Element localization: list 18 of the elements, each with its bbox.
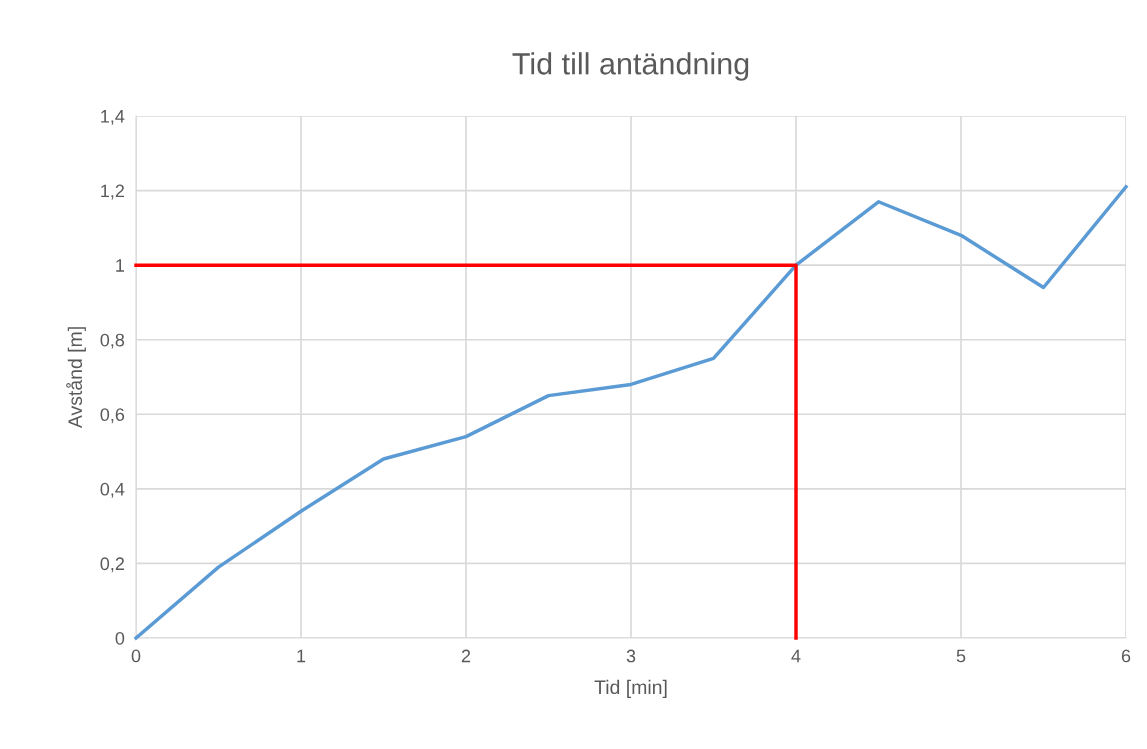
y-tick-label: 0,2 — [100, 557, 124, 573]
x-tick-label: 1 — [297, 649, 306, 663]
x-tick-label: 3 — [626, 649, 636, 663]
y-tick-label: 0,8 — [100, 333, 125, 349]
y-tick-label: 1,4 — [101, 110, 125, 125]
y-tick-label: 0,4 — [100, 482, 125, 498]
x-axis-title: Tid [min] — [594, 679, 667, 698]
x-tick-label: 2 — [461, 649, 471, 663]
y-tick-label: 1 — [116, 259, 125, 272]
y-tick-label: 1,2 — [101, 184, 124, 200]
x-tick-label: 4 — [791, 649, 801, 663]
x-tick-label: 5 — [956, 649, 966, 663]
x-tick-label: 6 — [1121, 649, 1131, 663]
chart-title: Tid till antändning — [512, 52, 749, 81]
x-tick-label: 0 — [131, 649, 141, 663]
y-axis-title: Avstånd [m] — [66, 327, 86, 429]
y-tick-label: 0 — [115, 631, 125, 645]
y-tick-label: 0,6 — [100, 408, 125, 424]
